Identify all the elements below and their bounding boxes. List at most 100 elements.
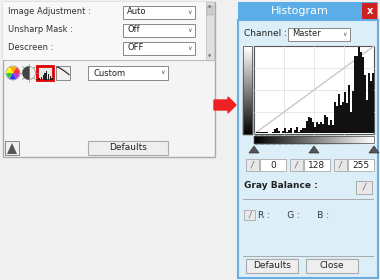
FancyBboxPatch shape xyxy=(334,159,347,171)
FancyBboxPatch shape xyxy=(123,6,195,19)
Bar xyxy=(39,78,40,80)
Bar xyxy=(364,75,366,133)
Text: Master: Master xyxy=(292,29,321,39)
Polygon shape xyxy=(309,146,319,153)
Text: Off: Off xyxy=(127,25,139,34)
Bar xyxy=(258,132,260,133)
Bar xyxy=(372,73,374,133)
Bar xyxy=(346,103,348,133)
Bar xyxy=(284,128,286,133)
FancyBboxPatch shape xyxy=(244,210,255,220)
Bar xyxy=(322,124,324,133)
Circle shape xyxy=(22,67,35,80)
Text: ▲: ▲ xyxy=(209,4,212,8)
Bar xyxy=(276,128,278,133)
Text: Channel :: Channel : xyxy=(244,29,287,39)
Text: Auto: Auto xyxy=(127,8,147,17)
Bar xyxy=(328,125,330,133)
Bar xyxy=(266,132,268,133)
Bar xyxy=(318,123,320,133)
Text: Defaults: Defaults xyxy=(109,143,147,153)
Text: 255: 255 xyxy=(352,160,370,169)
FancyBboxPatch shape xyxy=(238,20,378,278)
Text: /: / xyxy=(339,160,342,169)
Text: Custom: Custom xyxy=(93,69,125,78)
Bar xyxy=(296,127,298,133)
FancyBboxPatch shape xyxy=(88,141,168,155)
FancyBboxPatch shape xyxy=(246,259,298,273)
Bar xyxy=(312,122,314,133)
Bar xyxy=(50,76,51,80)
Wedge shape xyxy=(6,67,13,73)
FancyBboxPatch shape xyxy=(123,24,195,37)
Text: /: / xyxy=(363,183,366,192)
Polygon shape xyxy=(369,146,379,153)
Bar xyxy=(288,130,290,133)
Bar xyxy=(332,125,334,133)
Text: x: x xyxy=(366,6,373,16)
Polygon shape xyxy=(23,67,29,79)
Bar xyxy=(37,78,39,80)
FancyBboxPatch shape xyxy=(56,66,70,80)
Bar xyxy=(262,132,264,133)
Bar xyxy=(324,115,326,133)
Wedge shape xyxy=(10,73,16,80)
FancyBboxPatch shape xyxy=(3,2,215,60)
Bar xyxy=(286,132,288,133)
Text: ∨: ∨ xyxy=(187,45,192,50)
FancyBboxPatch shape xyxy=(362,3,377,19)
Bar xyxy=(274,129,276,133)
Bar xyxy=(43,74,44,80)
Text: /: / xyxy=(251,160,254,169)
Text: /: / xyxy=(295,160,298,169)
Bar xyxy=(338,94,340,133)
FancyBboxPatch shape xyxy=(356,181,372,194)
Bar xyxy=(350,112,352,133)
Bar xyxy=(366,100,368,133)
Bar xyxy=(290,128,292,133)
Bar xyxy=(368,73,370,133)
FancyBboxPatch shape xyxy=(123,42,195,55)
Bar xyxy=(316,122,318,133)
Bar xyxy=(370,81,372,133)
FancyBboxPatch shape xyxy=(37,66,53,80)
Bar xyxy=(336,106,338,133)
FancyBboxPatch shape xyxy=(207,6,213,15)
FancyBboxPatch shape xyxy=(254,46,374,134)
Bar xyxy=(294,130,296,133)
FancyBboxPatch shape xyxy=(3,2,215,157)
Bar xyxy=(310,118,312,133)
FancyBboxPatch shape xyxy=(288,28,350,41)
Bar xyxy=(360,52,362,133)
Bar xyxy=(342,102,344,133)
FancyBboxPatch shape xyxy=(306,259,358,273)
Bar xyxy=(330,120,332,133)
Text: R :      G :      B :: R : G : B : xyxy=(258,211,329,220)
Bar xyxy=(362,57,364,133)
FancyBboxPatch shape xyxy=(246,159,259,171)
Bar xyxy=(320,122,322,133)
Polygon shape xyxy=(214,97,236,113)
Bar xyxy=(348,85,350,133)
FancyBboxPatch shape xyxy=(88,66,168,80)
Bar xyxy=(51,78,53,80)
Text: Unsharp Mask :: Unsharp Mask : xyxy=(8,25,73,34)
Bar xyxy=(298,132,300,133)
Text: ∨: ∨ xyxy=(342,32,347,36)
Bar xyxy=(302,128,304,133)
Polygon shape xyxy=(7,143,17,154)
Bar xyxy=(354,56,356,133)
FancyBboxPatch shape xyxy=(290,159,303,171)
Bar xyxy=(282,131,284,133)
Text: Descreen :: Descreen : xyxy=(8,43,53,53)
Bar xyxy=(340,105,342,133)
Bar xyxy=(260,132,262,133)
Bar xyxy=(356,56,358,133)
Text: Defaults: Defaults xyxy=(253,262,291,270)
Bar xyxy=(46,71,48,80)
FancyBboxPatch shape xyxy=(348,159,374,171)
Text: Image Adjustment :: Image Adjustment : xyxy=(8,8,91,17)
Bar xyxy=(334,102,336,133)
Bar xyxy=(352,92,354,133)
Text: 0: 0 xyxy=(270,160,276,169)
